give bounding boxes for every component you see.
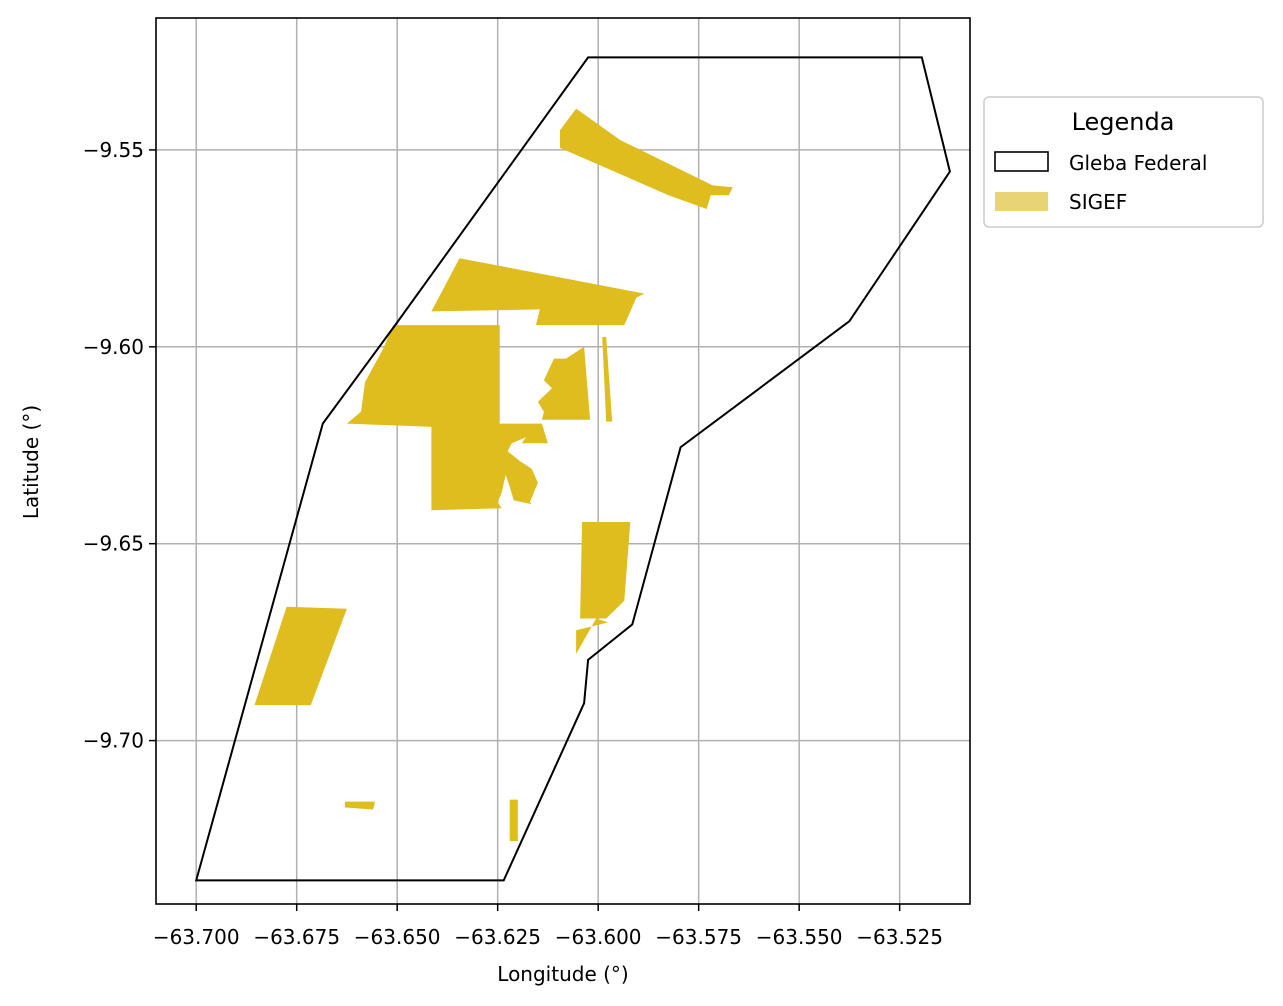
- y-axis-label: Latitude (°): [19, 405, 43, 519]
- legend: Legenda Gleba Federal SIGEF: [983, 96, 1264, 228]
- sigef-parcel: [344, 801, 376, 810]
- x-tick-label: −63.675: [253, 925, 340, 949]
- y-tick-label: −9.70: [83, 729, 144, 753]
- x-tick-label: −63.525: [856, 925, 943, 949]
- plot-frame: [155, 17, 971, 905]
- sigef-parcel: [576, 618, 609, 654]
- sigef-parcel: [580, 522, 631, 619]
- legend-sigef-swatch: [995, 192, 1048, 211]
- grid-lines: [156, 18, 970, 904]
- sigef-parcel: [537, 346, 591, 420]
- x-tick-label: −63.700: [153, 925, 240, 949]
- sigef-parcel: [431, 423, 548, 511]
- y-tick-label: −9.65: [83, 532, 144, 556]
- sigef-parcel: [431, 258, 645, 326]
- gleba-federal-polygon: [194, 56, 951, 882]
- x-axis-label: Longitude (°): [497, 962, 628, 986]
- sigef-parcel: [560, 108, 733, 209]
- sigef-parcel: [602, 337, 613, 422]
- gleba-federal-outline: [194, 56, 951, 882]
- sigef-parcel: [346, 325, 500, 430]
- x-tick-label: −63.550: [756, 925, 843, 949]
- legend-box: [983, 96, 1264, 228]
- x-tick-label: −63.625: [454, 925, 541, 949]
- y-axis-ticks: −9.55 −9.60 −9.65 −9.70: [83, 138, 156, 753]
- legend-gleba-label: Gleba Federal: [1069, 151, 1207, 175]
- sigef-parcels: [254, 108, 733, 841]
- legend-title: Legenda: [1072, 108, 1175, 136]
- sigef-parcel: [254, 606, 347, 706]
- sigef-parcel: [509, 799, 518, 841]
- x-tick-label: −63.650: [354, 925, 441, 949]
- x-axis-ticks: −63.700 −63.675 −63.650 −63.625 −63.600 −63.5…: [153, 904, 943, 949]
- y-tick-label: −9.60: [83, 335, 144, 359]
- legend-sigef-label: SIGEF: [1069, 190, 1127, 214]
- x-tick-label: −63.600: [555, 925, 642, 949]
- x-tick-label: −63.575: [655, 925, 742, 949]
- legend-gleba-swatch: [994, 151, 1049, 172]
- y-tick-label: −9.55: [83, 138, 144, 162]
